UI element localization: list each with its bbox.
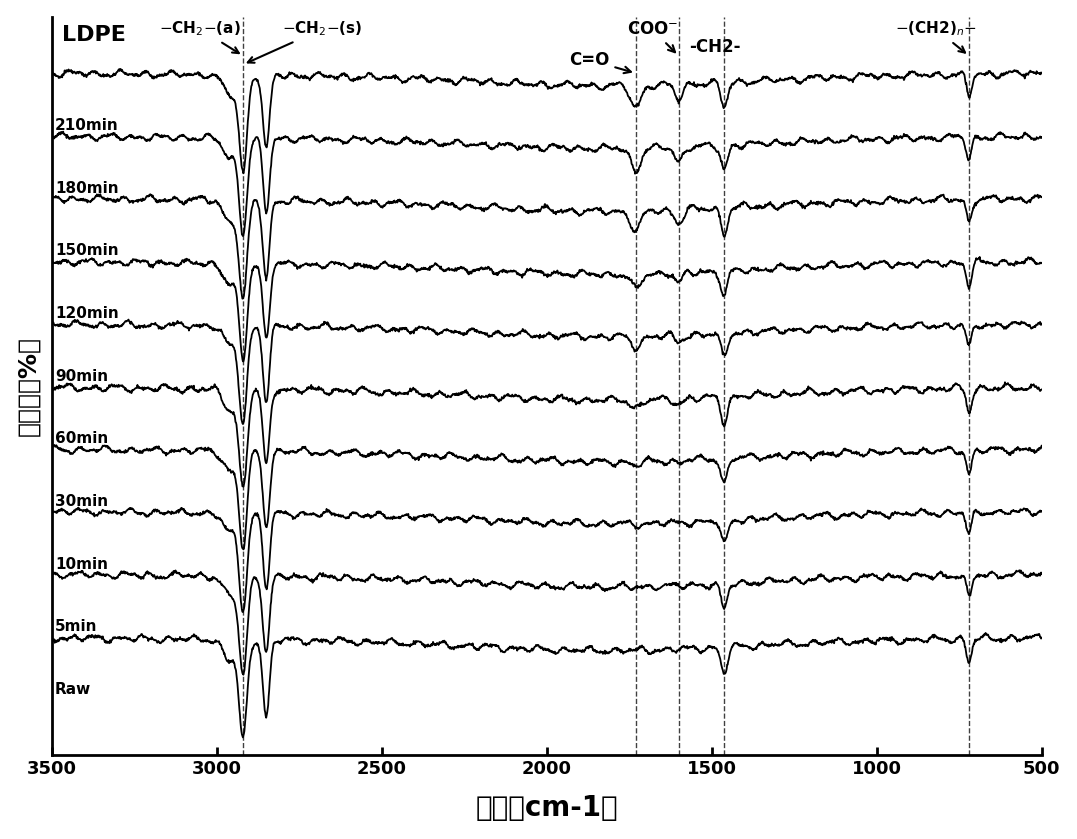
Text: LDPE: LDPE — [61, 25, 126, 45]
Text: 150min: 150min — [55, 243, 118, 258]
Text: $-$CH$_2$$-$(s): $-$CH$_2$$-$(s) — [248, 20, 363, 63]
Text: COO$^{-}$: COO$^{-}$ — [627, 20, 677, 52]
Text: 180min: 180min — [55, 180, 118, 195]
Text: $-$(CH2)$_n$$-$: $-$(CH2)$_n$$-$ — [895, 20, 977, 53]
Text: 30min: 30min — [55, 494, 108, 509]
Text: 10min: 10min — [55, 557, 108, 571]
Text: 210min: 210min — [55, 118, 118, 133]
Text: 5min: 5min — [55, 619, 98, 634]
Text: $-$CH$_2$$-$(a): $-$CH$_2$$-$(a) — [159, 20, 241, 53]
Y-axis label: 反射率（%）: 反射率（%） — [16, 336, 41, 435]
Text: 120min: 120min — [55, 306, 118, 321]
Text: C=O: C=O — [570, 51, 631, 73]
Text: -CH2-: -CH2- — [689, 38, 741, 56]
Text: Raw: Raw — [55, 682, 92, 697]
Text: 90min: 90min — [55, 368, 108, 383]
X-axis label: 波数（cm-1）: 波数（cm-1） — [475, 795, 618, 822]
Text: 60min: 60min — [55, 431, 109, 446]
